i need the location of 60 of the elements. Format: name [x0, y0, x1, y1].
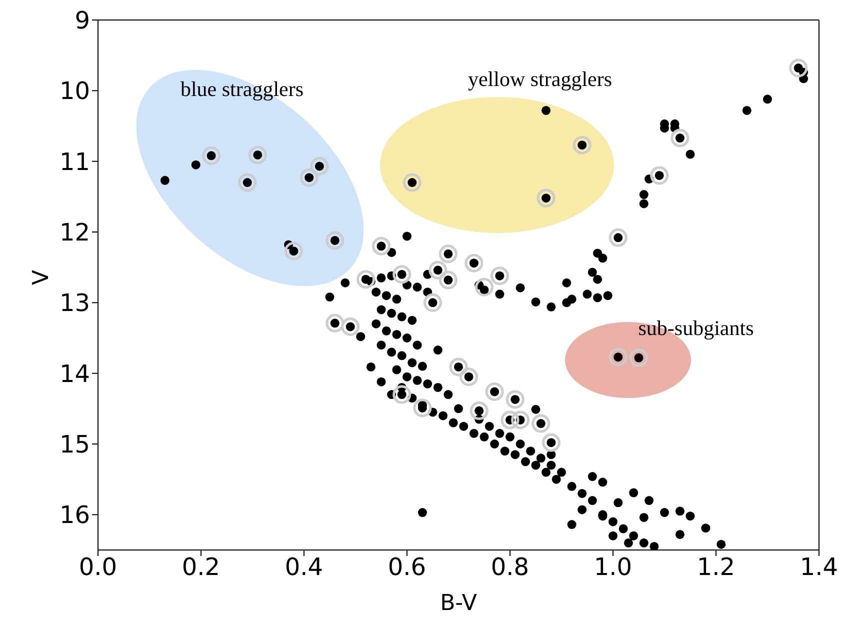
point [424, 293, 442, 312]
x-tick-label: 0.2 [182, 553, 220, 582]
point [310, 157, 329, 176]
x-tick-label: 1.0 [594, 553, 632, 582]
point [449, 358, 468, 376]
x-tick-label: 1.2 [696, 553, 736, 582]
point [511, 410, 530, 430]
point [542, 433, 560, 452]
point [438, 270, 458, 290]
point [392, 385, 412, 404]
x-tick-label: 0.8 [490, 553, 530, 582]
point [536, 188, 556, 208]
x-tick-label: 1.4 [800, 553, 838, 582]
point [413, 398, 432, 418]
point [428, 260, 448, 280]
annotation: sub-subgiants [638, 316, 754, 340]
point [572, 136, 592, 154]
point [202, 146, 221, 165]
y-tick-label: 10 [59, 77, 90, 106]
x-tick-label: 0.0 [78, 553, 118, 582]
annotation: blue stragglers [180, 77, 304, 101]
point [464, 254, 484, 272]
point [238, 173, 257, 192]
point [470, 402, 488, 420]
point [650, 166, 669, 185]
point [608, 228, 628, 247]
point [630, 348, 648, 368]
x-tick-label: 0.4 [284, 553, 324, 582]
point [506, 390, 524, 409]
point [460, 368, 478, 386]
point [438, 244, 458, 264]
y-tick-label: 13 [59, 289, 90, 318]
y-tick-label: 14 [59, 360, 90, 388]
y-tick-label: 9 [74, 6, 90, 35]
y-tick-label: 11 [59, 148, 90, 176]
point [475, 278, 494, 296]
point [532, 414, 550, 433]
point [608, 348, 628, 366]
point [670, 128, 690, 148]
point [356, 270, 376, 289]
point [485, 382, 504, 401]
point [248, 146, 267, 164]
point [490, 266, 509, 286]
point [500, 410, 520, 430]
y-tick-label: 16 [59, 501, 90, 530]
y-tick-label: 15 [59, 430, 90, 459]
point [300, 168, 318, 187]
y-tick-label: 12 [59, 218, 90, 247]
point [392, 265, 412, 284]
point [284, 242, 303, 260]
y-axis-title: V [28, 270, 54, 285]
point [341, 317, 360, 336]
x-axis-title: B-V [440, 591, 477, 616]
annotation: yellow stragglers [468, 67, 612, 91]
point [326, 314, 344, 332]
point [372, 236, 390, 256]
point [789, 58, 808, 78]
x-tick-label: 0.6 [388, 553, 426, 582]
point [326, 231, 344, 250]
point [402, 173, 422, 192]
